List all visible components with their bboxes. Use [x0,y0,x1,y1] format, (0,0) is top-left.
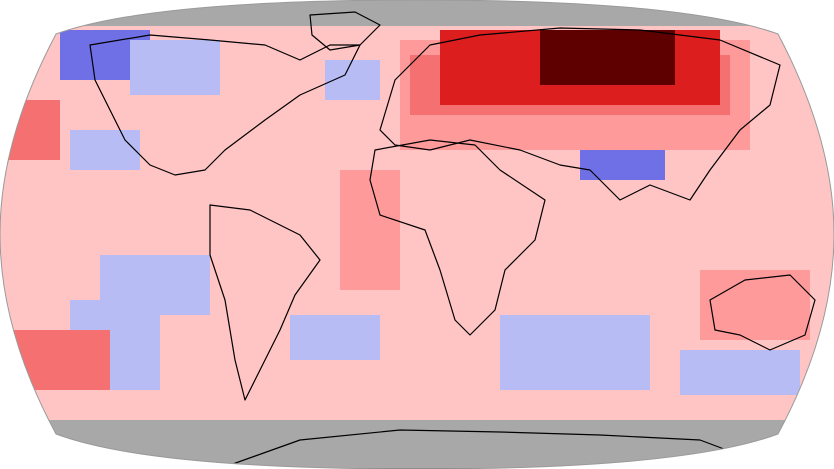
australia-warm-anomaly [700,270,810,340]
africa-outline [369,139,546,336]
north-pacific-cool-anomaly [70,130,140,170]
siberia-extreme-warm-core [540,30,675,85]
continent-outlines [89,11,816,469]
polar-missing-data-north [0,0,834,26]
north-america-outline [89,34,361,176]
south-atlantic-cool-anomaly [290,315,380,360]
australia-outline [709,274,816,351]
south-america-outline [209,204,321,401]
indian-ocean-cool-anomaly [680,350,800,395]
north-pacific-warm-anomaly [0,100,60,160]
antarctica-outline [229,429,741,469]
indian-ocean-cool-anomaly [500,315,650,390]
eurasia-outline [379,27,781,201]
greenland-outline [309,11,381,51]
southeast-pacific-warm-anomaly [10,330,110,390]
tropical-atlantic-warm-anomaly [340,170,400,290]
polar-missing-data-south [0,420,834,469]
canada-cool-anomaly [130,40,220,95]
